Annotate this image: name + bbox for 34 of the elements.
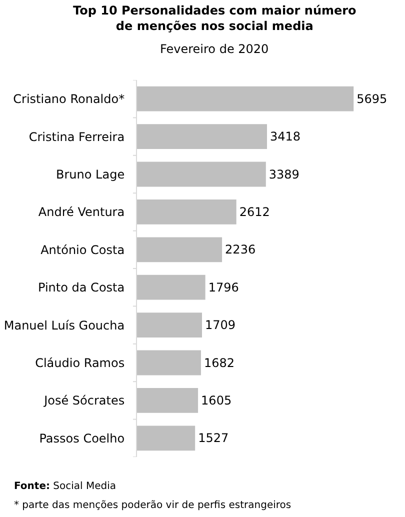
chart-subtitle: Fevereiro de 2020 bbox=[160, 42, 269, 56]
data-label: 3389 bbox=[268, 167, 300, 182]
y-tick-label: Cristiano Ronaldo* bbox=[13, 92, 125, 106]
bar bbox=[137, 426, 196, 451]
y-tick-label: Cristina Ferreira bbox=[28, 130, 125, 144]
y-tick-label: António Costa bbox=[40, 242, 125, 257]
data-label: 5695 bbox=[356, 92, 388, 106]
y-tick-label: José Sócrates bbox=[43, 394, 125, 408]
y-tick-label: Cláudio Ramos bbox=[35, 356, 125, 370]
y-tick-label: Pinto da Costa bbox=[38, 280, 125, 295]
bar bbox=[137, 388, 198, 413]
data-label: 1709 bbox=[205, 318, 236, 332]
bar bbox=[137, 124, 267, 149]
data-label: 1605 bbox=[201, 393, 232, 408]
y-tick-label: André Ventura bbox=[38, 205, 125, 220]
bar bbox=[137, 350, 201, 376]
data-label: 2612 bbox=[239, 204, 270, 219]
bar bbox=[137, 200, 236, 224]
bar bbox=[137, 162, 266, 187]
bar bbox=[137, 86, 354, 112]
data-label: 1796 bbox=[208, 280, 239, 294]
data-label: 2236 bbox=[225, 242, 256, 257]
bar bbox=[137, 237, 222, 262]
text: * parte das menções poderão vir de perfis estrangeiros bbox=[14, 500, 292, 511]
source-note: Fonte: Social Media bbox=[14, 481, 116, 492]
bar bbox=[137, 312, 202, 338]
y-tick-label: Passos Coelho bbox=[39, 431, 125, 446]
data-label: 1682 bbox=[204, 356, 235, 370]
y-tick-label: Manuel Luís Goucha bbox=[4, 318, 125, 332]
data-label: 3418 bbox=[270, 130, 301, 144]
y-tick-label: Bruno Lage bbox=[56, 167, 125, 182]
data-label: 1527 bbox=[198, 431, 229, 446]
chart-title: Top 10 Personalidades com maior número de menções nos social media bbox=[72, 3, 356, 33]
bar bbox=[137, 274, 206, 300]
